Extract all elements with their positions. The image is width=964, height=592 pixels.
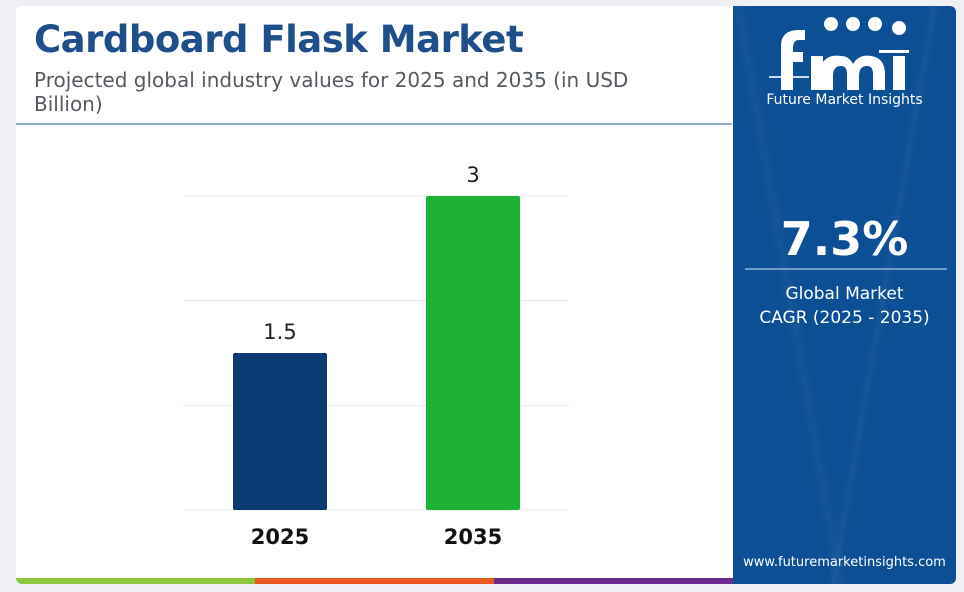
infographic-card: Cardboard Flask Market Projected global …	[16, 6, 956, 584]
data-label-2025: 1.5	[263, 320, 296, 344]
cagr-value: 7.3%	[780, 212, 909, 266]
data-label-2035: 3	[466, 163, 479, 187]
bar-2035	[426, 196, 520, 510]
cagr-label-line2: CAGR (2025 - 2035)	[759, 308, 930, 328]
x-tick-label-2035: 2035	[444, 525, 502, 549]
footer-stripe-purple	[494, 578, 733, 584]
panel-divider	[745, 268, 947, 270]
summary-panel: Future Market Insights 7.3% Global Marke…	[733, 6, 956, 584]
cagr-label: Global Market CAGR (2025 - 2035)	[733, 282, 956, 330]
chart-title: Cardboard Flask Market	[34, 18, 524, 61]
cagr-label-line1: Global Market	[785, 284, 904, 304]
brand-name: Future Market Insights	[766, 92, 923, 108]
fmi-logo-icon	[769, 17, 909, 90]
footer-stripe-orange	[255, 578, 494, 584]
bar-chart: 1.5 2025 3 2035	[182, 163, 570, 549]
footer-stripe-green	[16, 578, 255, 584]
header-divider	[16, 123, 732, 125]
bar-2025	[233, 353, 327, 510]
website-link[interactable]: www.futuremarketinsights.com	[743, 555, 946, 570]
chart-subtitle: Projected global industry values for 202…	[34, 68, 629, 116]
x-tick-label-2025: 2025	[251, 525, 309, 549]
